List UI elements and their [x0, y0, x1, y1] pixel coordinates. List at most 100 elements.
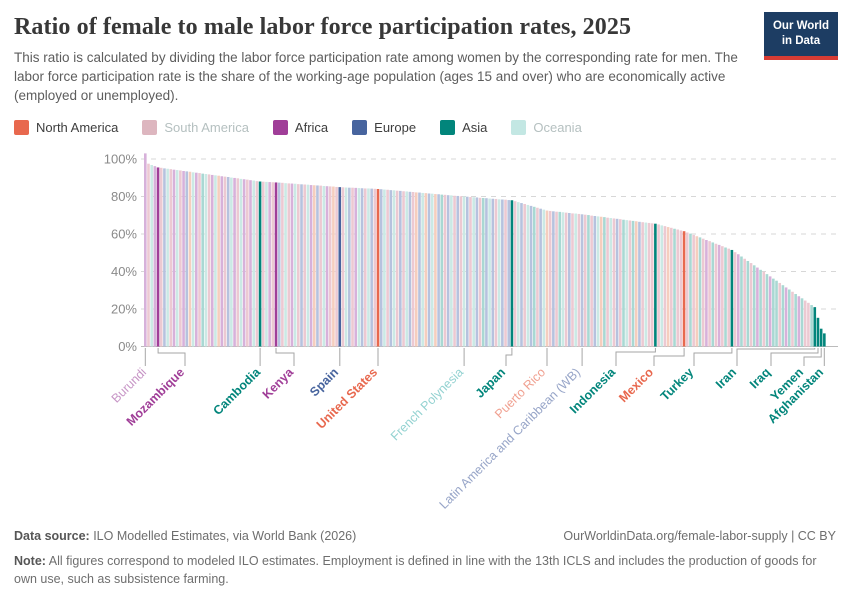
- bar-62[interactable]: [341, 187, 345, 347]
- bar-167[interactable]: [676, 229, 679, 347]
- bar-165[interactable]: [670, 227, 673, 347]
- bar-150[interactable]: [622, 219, 625, 347]
- bar-iraq[interactable]: [816, 317, 820, 347]
- bar-148[interactable]: [615, 218, 619, 347]
- bar-173[interactable]: [695, 236, 699, 347]
- bar-146[interactable]: [609, 218, 613, 347]
- bar-34[interactable]: [252, 180, 255, 347]
- bar-134[interactable]: [571, 213, 574, 347]
- bar-33[interactable]: [249, 180, 252, 347]
- bar-135[interactable]: [574, 213, 577, 347]
- legend-item-north-america[interactable]: North America: [14, 120, 118, 135]
- bar-147[interactable]: [612, 218, 616, 347]
- bar-13[interactable]: [185, 171, 189, 347]
- bar-142[interactable]: [596, 216, 600, 347]
- bar-49[interactable]: [300, 184, 303, 347]
- bar-46[interactable]: [290, 183, 294, 347]
- bar-209[interactable]: [810, 305, 813, 347]
- owid-logo[interactable]: Our World in Data: [763, 12, 838, 60]
- x-label-spain[interactable]: Spain: [307, 365, 341, 399]
- bar-70[interactable]: [367, 188, 370, 347]
- bar-23[interactable]: [217, 175, 220, 347]
- bar-66[interactable]: [354, 187, 358, 347]
- x-label-turkey[interactable]: Turkey: [658, 365, 696, 403]
- bar-136[interactable]: [577, 213, 581, 347]
- bar-17[interactable]: [198, 173, 201, 347]
- bar-207[interactable]: [803, 300, 807, 347]
- bar-31[interactable]: [242, 179, 246, 347]
- bar-22[interactable]: [214, 175, 217, 347]
- bar-181[interactable]: [721, 246, 724, 347]
- bar-iran[interactable]: [813, 307, 817, 347]
- bar-110[interactable]: [494, 198, 498, 347]
- bar-15[interactable]: [191, 172, 195, 347]
- bar-111[interactable]: [497, 199, 501, 347]
- legend-item-asia[interactable]: Asia: [440, 120, 487, 135]
- bar-114[interactable]: [507, 200, 511, 347]
- bar-57[interactable]: [325, 186, 329, 347]
- bar-1[interactable]: [147, 163, 150, 347]
- legend-item-europe[interactable]: Europe: [352, 120, 416, 135]
- x-label-japan[interactable]: Japan: [473, 365, 508, 400]
- bar-154[interactable]: [634, 221, 638, 347]
- bar-78[interactable]: [392, 190, 396, 347]
- bar-83[interactable]: [408, 191, 412, 347]
- x-label-latin-america-and-caribbean-wb[interactable]: Latin America and Caribbean (WB): [437, 365, 583, 511]
- bar-85[interactable]: [414, 192, 418, 347]
- bar-51[interactable]: [306, 184, 310, 347]
- x-label-cambodia[interactable]: Cambodia: [210, 364, 263, 417]
- bar-8[interactable]: [169, 169, 173, 347]
- bar-99[interactable]: [459, 196, 463, 347]
- bar-59[interactable]: [332, 186, 335, 347]
- bar-202[interactable]: [787, 289, 791, 347]
- bar-122[interactable]: [532, 206, 536, 347]
- bar-69[interactable]: [363, 188, 367, 347]
- bar-132[interactable]: [564, 212, 568, 347]
- legend-item-africa[interactable]: Africa: [272, 120, 328, 135]
- bar-178[interactable]: [711, 242, 715, 347]
- bar-92[interactable]: [437, 194, 440, 347]
- bar-120[interactable]: [526, 204, 530, 347]
- bar-cambodia[interactable]: [258, 181, 262, 347]
- bar-spain[interactable]: [338, 187, 342, 347]
- bar-121[interactable]: [529, 205, 533, 347]
- bar-172[interactable]: [692, 234, 695, 347]
- bar-87[interactable]: [421, 192, 424, 347]
- bar-84[interactable]: [411, 192, 415, 347]
- bar-52[interactable]: [309, 185, 313, 347]
- bar-mexico[interactable]: [682, 231, 686, 347]
- bar-144[interactable]: [603, 217, 606, 347]
- bar-196[interactable]: [768, 276, 772, 347]
- bar-21[interactable]: [210, 174, 214, 347]
- bar-106[interactable]: [481, 198, 485, 347]
- bar-6[interactable]: [163, 168, 166, 347]
- legend-item-south-america[interactable]: South America: [142, 120, 249, 135]
- x-label-mexico[interactable]: Mexico: [616, 365, 656, 405]
- bar-187[interactable]: [740, 256, 743, 347]
- bar-170[interactable]: [685, 232, 689, 347]
- bar-180[interactable]: [717, 244, 721, 347]
- bar-108[interactable]: [488, 198, 491, 347]
- bar-5[interactable]: [159, 167, 163, 347]
- bar-182[interactable]: [724, 247, 727, 347]
- bar-32[interactable]: [246, 179, 249, 347]
- bar-7[interactable]: [166, 168, 169, 347]
- bar-50[interactable]: [303, 184, 306, 347]
- bar-129[interactable]: [555, 211, 558, 347]
- bar-82[interactable]: [405, 191, 409, 347]
- bar-105[interactable]: [478, 197, 482, 347]
- bar-12[interactable]: [182, 171, 185, 347]
- bar-164[interactable]: [666, 227, 670, 347]
- bar-81[interactable]: [402, 191, 405, 347]
- bar-93[interactable]: [440, 194, 444, 347]
- bar-yemen[interactable]: [819, 328, 823, 347]
- legend-item-oceania[interactable]: Oceania: [511, 120, 582, 135]
- bar-174[interactable]: [698, 237, 702, 347]
- x-label-iraq[interactable]: Iraq: [747, 365, 773, 391]
- bar-157[interactable]: [644, 222, 648, 347]
- x-label-iran[interactable]: Iran: [713, 365, 739, 391]
- bar-103[interactable]: [472, 197, 475, 347]
- bar-128[interactable]: [552, 211, 555, 347]
- bar-112[interactable]: [501, 199, 504, 347]
- bar-203[interactable]: [791, 291, 794, 347]
